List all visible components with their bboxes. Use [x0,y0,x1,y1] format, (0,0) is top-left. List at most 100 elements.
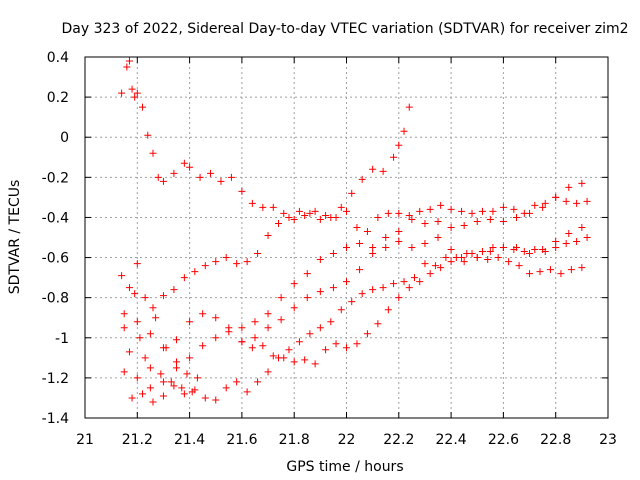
data-point [264,368,272,376]
series-track-7 [120,290,201,396]
data-point [251,318,259,326]
data-point [243,258,251,266]
data-point [327,213,335,221]
data-point [400,127,408,135]
data-point [489,207,497,215]
data-point [332,340,340,348]
data-point [337,203,345,211]
data-point [478,248,486,256]
data-point [212,396,220,404]
data-point [546,266,554,274]
data-point [139,103,147,111]
data-point [327,318,335,326]
data-point [390,280,398,288]
data-point [133,318,141,326]
data-point [170,382,178,390]
data-point [395,141,403,149]
data-point [343,278,350,286]
data-point [374,320,382,328]
data-point [186,354,194,362]
x-tick-label: 22 [338,432,356,448]
data-point [573,238,581,246]
x-tick-label: 21.2 [122,432,153,448]
data-point [510,246,518,254]
data-point [526,209,534,217]
data-point [484,256,492,264]
data-point [395,238,403,246]
data-point [562,197,570,205]
data-point [316,256,324,264]
data-point [193,374,201,382]
y-tick-labels: 0.4 0.2 0 -0.2 -0.4 -0.6 -0.8 -1 -1.2 -1.4 [42,50,69,427]
x-tick-label: 21.8 [279,432,310,448]
x-tick-label: 22.8 [540,432,571,448]
data-point [238,324,246,332]
data-point [539,203,547,211]
data-point [369,165,377,173]
data-point [505,258,513,266]
data-point [552,244,560,252]
data-point [167,378,175,386]
series-track-6 [238,234,591,368]
data-point [536,268,544,276]
data-point [458,254,466,262]
data-point [149,304,157,312]
data-point [146,364,154,372]
data-point [264,310,272,318]
data-point [227,173,235,181]
data-point [186,163,194,171]
data-point [416,278,424,286]
data-point [159,392,167,400]
data-point [154,173,162,181]
data-point [468,209,476,217]
data-point [180,274,188,282]
data-point [277,316,285,324]
data-point [526,250,534,258]
data-point [316,215,324,223]
data-point [486,215,494,223]
data-point [170,286,178,294]
data-point [426,270,434,278]
data-point [141,294,149,302]
data-point [405,211,413,219]
data-point [144,131,152,139]
data-point [434,217,442,225]
data-point [128,85,136,93]
data-point [583,234,591,241]
data-point [183,370,191,378]
data-point [248,344,256,352]
data-point [408,215,416,223]
data-point [196,173,204,181]
data-point [382,244,390,252]
data-point [531,201,539,209]
data-point [363,227,371,235]
data-point [395,294,403,302]
data-point [421,260,429,268]
data-point [128,394,136,402]
data-point [222,384,230,392]
x-tick-label: 21 [76,432,94,448]
data-point [118,89,126,97]
data-point [149,398,157,406]
data-point [499,217,507,225]
data-point [343,244,350,252]
data-point [186,318,194,326]
data-point [152,314,160,322]
data-point [478,207,486,215]
data-point [131,290,139,298]
data-point [290,304,298,312]
data-point [233,260,241,268]
data-point [442,254,450,262]
data-point [141,354,149,362]
data-point [290,280,298,288]
data-point [306,330,314,338]
data-point [343,207,350,215]
data-point [280,354,288,362]
data-point [139,390,147,398]
data-point [437,201,445,209]
data-point [238,338,246,346]
data-point [149,149,157,157]
data-point [225,328,233,336]
data-point [251,334,259,342]
data-point [348,189,356,197]
